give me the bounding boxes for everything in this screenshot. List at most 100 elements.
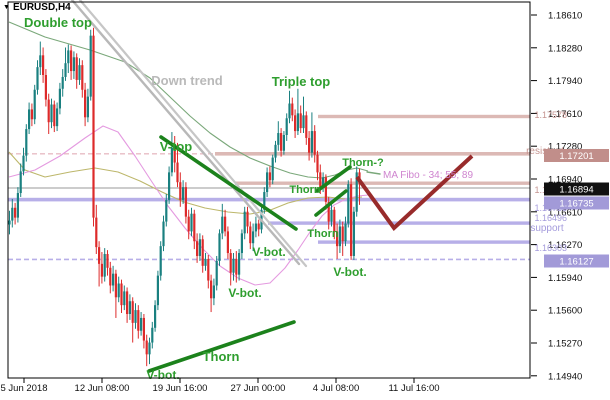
price-badge-support1-value: 1.16735 xyxy=(559,199,593,210)
ma-fibo-tick[interactable] xyxy=(366,171,381,175)
y-axis-label[interactable]: 1.16610 xyxy=(548,207,582,218)
candle-body xyxy=(67,50,70,64)
candle-body xyxy=(145,340,148,355)
candle-body xyxy=(22,155,25,172)
candle-body xyxy=(330,209,333,222)
candle-body xyxy=(61,76,64,89)
v-top-line[interactable] xyxy=(159,135,298,231)
x-axis-label[interactable]: 12 Jun 08:00 xyxy=(75,383,130,394)
chart-dropdown-icon[interactable]: ▼ xyxy=(3,3,10,11)
candle-body xyxy=(350,184,353,256)
label-v-bot-3[interactable]: V-bot. xyxy=(252,245,285,259)
candle-body xyxy=(246,211,249,227)
candle-body xyxy=(187,216,190,232)
y-axis-label[interactable]: 1.18280 xyxy=(548,43,582,54)
line-label-1-17578: 1.17578 xyxy=(534,110,567,120)
candle-body xyxy=(154,305,157,328)
thorn-line-bottom[interactable] xyxy=(147,320,296,373)
candle-body xyxy=(128,301,131,315)
candle-body xyxy=(170,147,173,173)
candle-body xyxy=(50,104,53,123)
thorn-line-upper[interactable] xyxy=(315,165,352,193)
candle-body xyxy=(243,211,246,234)
price-badge-support1 xyxy=(544,196,609,210)
y-axis-label[interactable]: 1.14940 xyxy=(548,371,582,382)
level-1-16735[interactable] xyxy=(8,197,530,202)
x-axis-label[interactable]: 27 Jun 00:00 xyxy=(231,383,286,394)
candle-body xyxy=(11,207,14,221)
y-axis-label[interactable]: 1.15940 xyxy=(548,273,582,284)
label-double-top[interactable]: Double top xyxy=(24,15,92,30)
candle-body xyxy=(263,192,266,210)
candle-body xyxy=(212,285,215,299)
candle-body xyxy=(72,57,75,72)
candle-body xyxy=(355,172,358,212)
y-axis-label[interactable]: 1.17280 xyxy=(548,142,582,153)
candle-body xyxy=(56,108,59,127)
candle-body xyxy=(322,177,325,188)
candle-body xyxy=(240,233,243,254)
ma-fibo-55 xyxy=(8,151,363,215)
label-support[interactable]: support xyxy=(530,223,564,234)
x-axis-label[interactable]: 5 Jun 2018 xyxy=(0,383,47,394)
level-1-16303[interactable] xyxy=(318,240,530,244)
label-triple-top[interactable]: Triple top xyxy=(272,74,331,89)
candle-body xyxy=(131,301,134,323)
candle-body xyxy=(221,216,224,234)
candle-body xyxy=(78,65,81,80)
label-v-bot-1[interactable]: V-bot. xyxy=(146,368,179,382)
forecast-v[interactable] xyxy=(355,154,474,231)
candle-body xyxy=(324,177,327,202)
candle-body xyxy=(288,103,291,119)
down-trend-line-1[interactable] xyxy=(70,0,301,266)
candle-body xyxy=(8,220,11,225)
candle-body xyxy=(53,104,56,127)
candle-body xyxy=(159,246,162,276)
y-axis-label[interactable]: 1.16940 xyxy=(548,175,582,186)
candle-body xyxy=(280,133,283,151)
down-trend-line-2[interactable] xyxy=(78,0,308,268)
label-v-bot-4[interactable]: V-bot. xyxy=(333,265,366,279)
candle-body xyxy=(226,231,229,254)
candle-body xyxy=(95,217,98,248)
candle-body xyxy=(140,317,143,331)
candle-body xyxy=(319,172,322,188)
y-axis-label[interactable]: 1.16270 xyxy=(548,240,582,251)
y-axis-label[interactable]: 1.17940 xyxy=(548,76,582,87)
y-axis-label[interactable]: 1.15600 xyxy=(548,306,582,317)
label-ma-fibo[interactable]: MA Fibo - 34; 55; 89 xyxy=(383,170,473,181)
candle-body xyxy=(333,209,336,232)
x-axis-label[interactable]: 11 Jul 16:00 xyxy=(388,383,439,394)
level-1-16902[interactable] xyxy=(235,181,530,185)
candle-body xyxy=(352,211,355,256)
candle-body xyxy=(285,118,288,135)
candle-body xyxy=(25,129,28,156)
candle-body xyxy=(338,226,341,247)
label-v-bot-2[interactable]: V-bot. xyxy=(228,286,261,300)
candle-body xyxy=(168,172,171,200)
candle-body xyxy=(148,342,151,355)
label-thorn-1[interactable]: Thorn xyxy=(289,184,320,196)
level-1-17578[interactable] xyxy=(318,114,530,119)
candle-body xyxy=(33,89,36,120)
candles-layer xyxy=(8,27,361,367)
candle-body xyxy=(47,99,50,123)
label-thorn-2[interactable]: Thorn xyxy=(307,228,338,240)
y-axis-label[interactable]: 1.15270 xyxy=(548,339,582,350)
thorn-line-lower[interactable] xyxy=(314,189,348,217)
x-axis-label[interactable]: 19 Jun 16:00 xyxy=(153,383,208,394)
y-axis-label[interactable]: 1.18610 xyxy=(548,11,582,22)
y-axis-label[interactable]: 1.17610 xyxy=(548,109,582,120)
candle-body xyxy=(89,35,92,97)
label-v-top[interactable]: V-top xyxy=(160,139,193,154)
x-axis-label[interactable]: 4 Jul 08:00 xyxy=(313,383,359,394)
price-badge-resist xyxy=(544,149,609,162)
label-thorn-q[interactable]: Thorn-? xyxy=(342,157,384,169)
candle-body xyxy=(277,133,280,145)
candle-body xyxy=(294,115,297,132)
candle-body xyxy=(252,231,255,244)
label-down-trend[interactable]: Down trend xyxy=(151,73,223,88)
label-thorn-3[interactable]: Thorn xyxy=(203,349,240,364)
level-1-17201[interactable] xyxy=(215,152,530,156)
